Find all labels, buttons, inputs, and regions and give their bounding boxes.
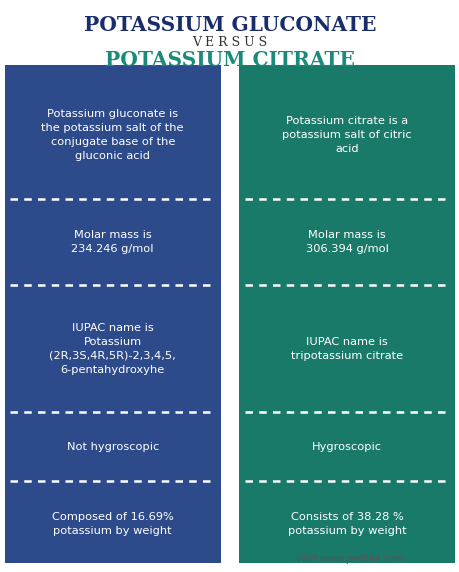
Text: Potassium citrate is a
potassium salt of citric
acid: Potassium citrate is a potassium salt of… (282, 116, 411, 154)
Bar (239, 65, 454, 76)
Bar (5, 281, 220, 289)
Bar (5, 289, 220, 408)
Text: POTASSIUM GLUCONATE: POTASSIUM GLUCONATE (84, 15, 375, 34)
Bar (239, 408, 454, 416)
Bar (239, 485, 454, 563)
Text: Consists of 38.28 %
potassium by weight: Consists of 38.28 % potassium by weight (287, 512, 406, 536)
Bar (5, 485, 220, 563)
Bar (239, 478, 454, 485)
Bar (5, 195, 220, 202)
Bar (239, 289, 454, 408)
Text: Molar mass is
234.246 g/mol: Molar mass is 234.246 g/mol (71, 230, 154, 254)
Bar (239, 281, 454, 289)
Bar (5, 416, 220, 478)
Text: Potassium gluconate is
the potassium salt of the
conjugate base of the
gluconic : Potassium gluconate is the potassium sal… (41, 109, 184, 161)
Text: Not hygroscopic: Not hygroscopic (67, 442, 158, 451)
Bar (239, 76, 454, 195)
Text: IUPAC name is
Potassium
(2R,3S,4R,5R)-2,3,4,5,
6-pentahydroxyhe: IUPAC name is Potassium (2R,3S,4R,5R)-2,… (49, 323, 176, 375)
Bar (239, 416, 454, 478)
Bar (239, 202, 454, 281)
Text: V E R S U S: V E R S U S (192, 36, 267, 49)
Text: Visit www.pediaa.com: Visit www.pediaa.com (295, 554, 403, 565)
Text: Molar mass is
306.394 g/mol: Molar mass is 306.394 g/mol (305, 230, 388, 254)
Text: IUPAC name is
tripotassium citrate: IUPAC name is tripotassium citrate (291, 336, 403, 360)
Bar (5, 478, 220, 485)
Text: Hygroscopic: Hygroscopic (312, 442, 381, 451)
Text: Composed of 16.69%
potassium by weight: Composed of 16.69% potassium by weight (52, 512, 173, 536)
Bar (5, 65, 220, 76)
Bar (5, 202, 220, 281)
Bar (5, 76, 220, 195)
Text: POTASSIUM CITRATE: POTASSIUM CITRATE (105, 50, 354, 70)
Bar (239, 195, 454, 202)
Bar (5, 408, 220, 416)
